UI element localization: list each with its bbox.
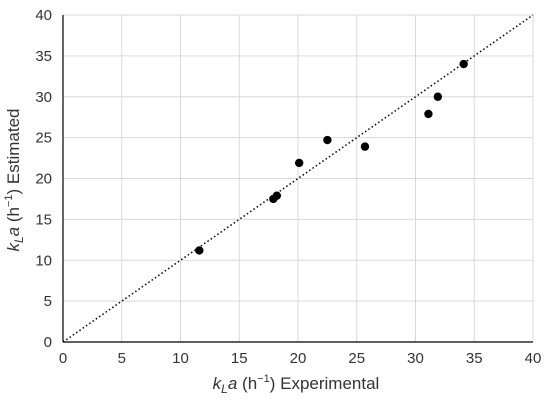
- x-tick-label: 30: [407, 350, 424, 367]
- y-tick-label: 20: [35, 171, 52, 188]
- x-tick-label: 35: [466, 350, 483, 367]
- x-tick-labels: 0 5 10 15 20 25 30 35 40: [59, 350, 542, 367]
- data-point: [360, 142, 370, 151]
- y-tick-label: 35: [35, 48, 52, 65]
- data-point: [294, 158, 304, 168]
- y-axis-title: kLa (h−1) Estimated: [3, 108, 26, 251]
- y-tick-label: 5: [44, 293, 52, 310]
- y-tick-label: 40: [35, 7, 52, 24]
- axes: [62, 15, 533, 343]
- data-point: [433, 92, 443, 101]
- reference-line-group: [62, 14, 534, 343]
- data-point: [459, 59, 468, 69]
- y-tick-label: 10: [35, 252, 52, 269]
- x-tick-label: 10: [172, 350, 189, 367]
- y-tick-labels: 0 5 10 15 20 25 30 35 40: [35, 7, 52, 351]
- x-tick-label: 0: [59, 350, 67, 367]
- x-tick-label: 25: [348, 350, 365, 367]
- x-tick-label: 20: [290, 350, 307, 367]
- data-point: [195, 246, 204, 255]
- y-tick-label: 30: [35, 89, 52, 106]
- data-point: [323, 135, 332, 145]
- x-tick-label: 15: [231, 350, 248, 367]
- y-tick-label: 0: [44, 334, 52, 351]
- reference-line: [62, 14, 534, 343]
- data-point: [424, 109, 433, 119]
- data-points: [195, 59, 468, 255]
- x-tick-label: 40: [525, 350, 542, 367]
- grid-lines: [63, 14, 534, 342]
- x-tick-label: 5: [118, 350, 126, 367]
- x-axis-title: kLa (h−1) Experimental: [213, 373, 380, 396]
- y-tick-label: 25: [35, 130, 52, 147]
- y-tick-label: 15: [35, 211, 52, 228]
- data-point: [272, 191, 282, 200]
